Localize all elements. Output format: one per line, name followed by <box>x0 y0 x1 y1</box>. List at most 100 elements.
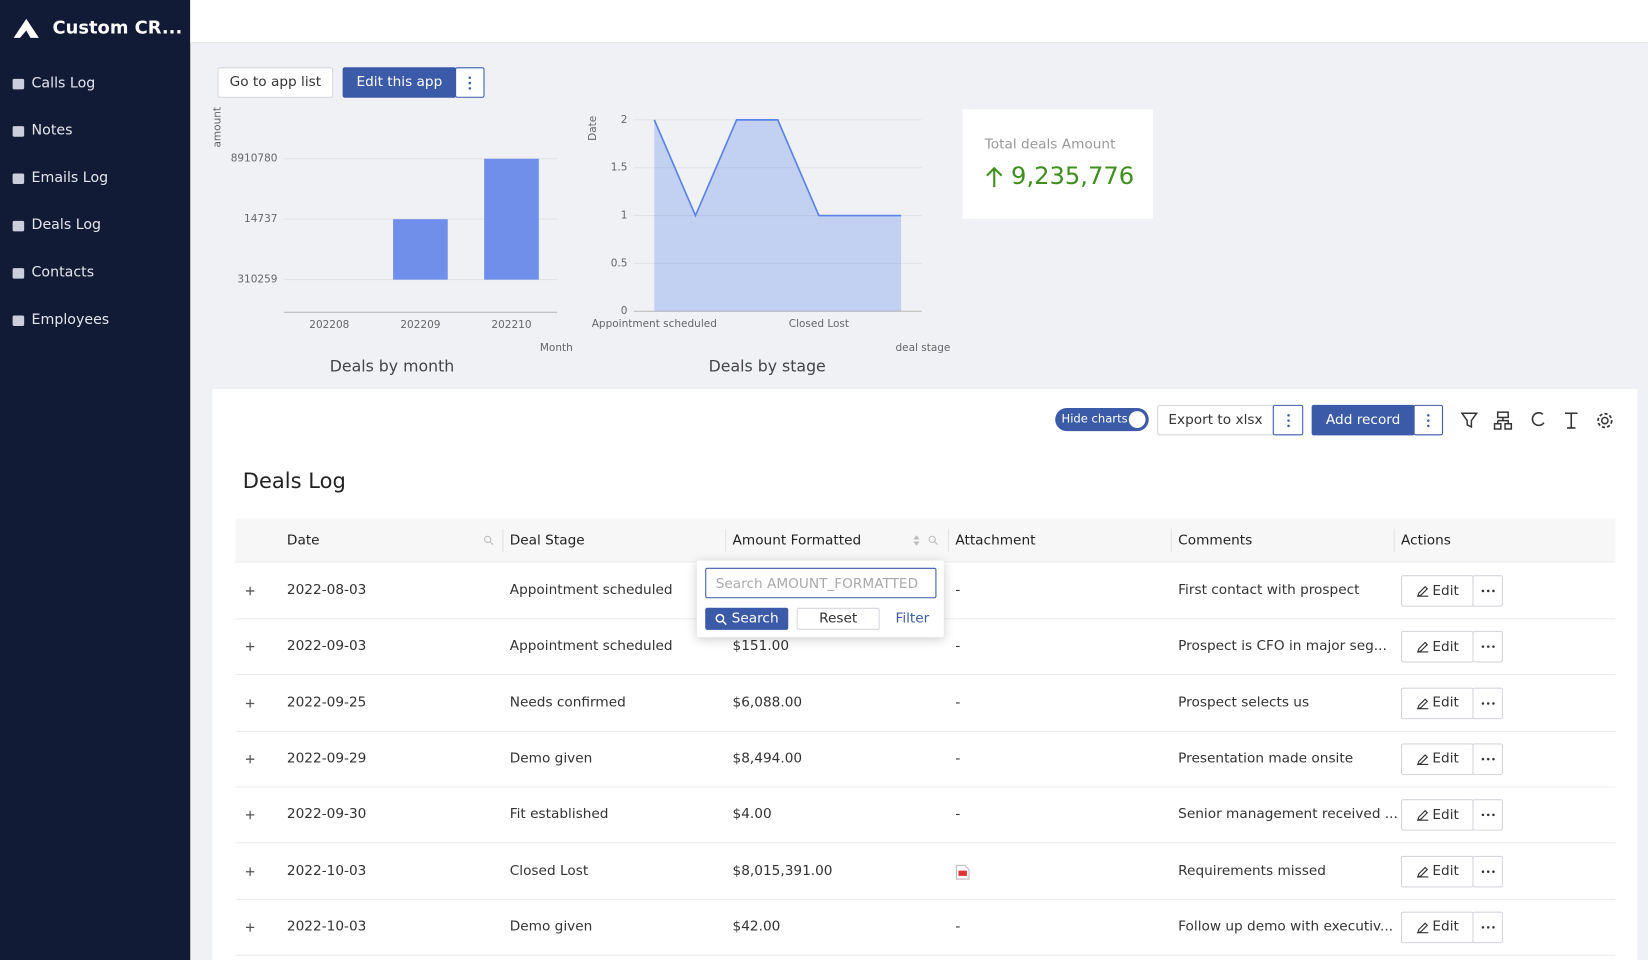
more-button[interactable] <box>455 67 485 98</box>
expand-plus[interactable] <box>245 698 256 709</box>
cell-amount: $8,015,391.00 <box>732 862 833 879</box>
nav-icon-shape <box>12 126 25 137</box>
column-search-icon[interactable] <box>483 535 494 546</box>
cell-stage: Demo given <box>509 918 593 935</box>
edit-button[interactable]: Edit <box>1400 687 1474 719</box>
edit-button[interactable]: Edit <box>1400 743 1474 775</box>
dots <box>1481 701 1495 705</box>
pencil-icon <box>1416 810 1429 822</box>
logo <box>13 18 39 38</box>
row-more[interactable] <box>1472 799 1503 831</box>
search-input[interactable]: Search AMOUNT_FORMATTED <box>705 567 937 599</box>
column-header: Attachment <box>955 533 1036 549</box>
sidebar: Custom CR... Calls Log Notes Emails Log Dea… <box>0 0 191 960</box>
cell-comment: Prospect is CFO in major seg... <box>1178 638 1387 655</box>
pencil-icon <box>1416 866 1429 878</box>
line <box>653 119 902 218</box>
row-more[interactable] <box>1472 631 1503 663</box>
edit-button[interactable]: Edit <box>1400 575 1474 607</box>
plus <box>245 810 255 820</box>
cell-date: 2022-09-30 <box>286 806 367 823</box>
row-border <box>235 842 1616 844</box>
y-tick-label: 310259 <box>237 274 277 286</box>
row-more[interactable] <box>1472 911 1503 943</box>
cell-comment: Presentation made onsite <box>1178 750 1354 767</box>
cell-stage: Needs confirmed <box>509 694 626 711</box>
sort-icon[interactable] <box>911 533 922 548</box>
cell-date: 2022-09-03 <box>286 638 367 655</box>
toolbar-icons[interactable] <box>1459 410 1617 431</box>
filter-link[interactable]: Filter <box>895 610 930 627</box>
edit-button[interactable]: Edit <box>1400 799 1474 831</box>
brand[interactable]: Custom CR... <box>52 17 183 39</box>
add-more[interactable] <box>1413 404 1444 436</box>
y-tick-label: 2 <box>621 114 628 126</box>
expand-plus[interactable] <box>245 922 256 933</box>
cell-comment: Requirements missed <box>1178 862 1326 879</box>
add-record[interactable]: Add record <box>1311 404 1415 436</box>
column-header: Date <box>286 533 320 549</box>
row-border <box>235 730 1616 732</box>
expand-plus[interactable] <box>245 754 256 765</box>
column-header: Comments <box>1178 533 1253 549</box>
dots <box>1481 925 1495 929</box>
edit-button[interactable]: Edit <box>1400 855 1474 887</box>
cell-stage: Appointment scheduled <box>509 582 673 599</box>
nav-item[interactable]: Contacts <box>31 263 95 281</box>
y-axis-label: amount <box>212 107 224 148</box>
column-separator <box>725 528 727 553</box>
reset-button[interactable]: Reset <box>796 607 880 630</box>
nav-item[interactable]: Emails Log <box>31 169 109 187</box>
kpi-card: Total deals Amount 9,235,776 <box>962 109 1153 219</box>
cell-comment: Prospect selects us <box>1178 694 1310 711</box>
nav-icon <box>12 315 25 326</box>
go-to-app-list[interactable]: Go to app list <box>217 67 334 98</box>
x-axis-label: Month <box>540 342 573 354</box>
dots <box>1481 589 1495 593</box>
charts: 310259 14737 8910780 202208 202209 202210 amou… <box>212 107 951 376</box>
cell-comment: Senior management received ... <box>1178 806 1398 823</box>
export-more[interactable] <box>1272 404 1304 436</box>
nav-item[interactable]: Calls Log <box>31 74 96 92</box>
cell-attachment: - <box>955 806 961 823</box>
y-axis-label: Date <box>587 116 599 141</box>
row-more[interactable] <box>1472 575 1503 607</box>
expand-plus[interactable] <box>245 810 256 821</box>
search-text: Search <box>731 610 779 627</box>
column-separator <box>948 528 950 553</box>
edit-app[interactable]: Edit this app <box>342 67 457 98</box>
cell-amount: $42.00 <box>732 918 781 935</box>
expand-plus[interactable] <box>245 586 256 597</box>
edit-button[interactable]: Edit <box>1400 911 1474 943</box>
export-button[interactable]: Export to xlsx <box>1157 404 1274 436</box>
edit-text: Edit <box>1432 863 1459 880</box>
row-more[interactable] <box>1472 855 1503 887</box>
nav-item[interactable]: Notes <box>31 121 73 139</box>
nav-icon <box>12 126 25 137</box>
pdf-icon[interactable] <box>955 864 970 880</box>
row-more[interactable] <box>1472 743 1503 775</box>
y-tick-label: 1.5 <box>611 162 628 174</box>
edit-text: Edit <box>1432 583 1459 599</box>
cell-comment: Follow up demo with executiv... <box>1178 918 1394 935</box>
plus <box>245 866 255 876</box>
toggle-label: Hide charts <box>1061 412 1128 426</box>
row-more[interactable] <box>1472 687 1503 719</box>
up-arrow <box>986 166 1003 188</box>
y-tick-label: 0 <box>621 305 628 317</box>
nav-item[interactable]: Deals Log <box>31 216 102 234</box>
search-button[interactable]: Search <box>705 607 789 630</box>
nav-icon <box>12 220 25 232</box>
x-axis-label: deal stage <box>895 342 950 354</box>
cell-date: 2022-10-03 <box>286 918 367 935</box>
cell-stage: Fit established <box>509 806 609 823</box>
cell-date: 2022-08-03 <box>286 582 367 599</box>
hide-charts-toggle[interactable]: Hide charts <box>1055 407 1149 432</box>
column-search-icon[interactable] <box>928 535 939 546</box>
y-tick-label: 14737 <box>244 213 277 225</box>
edit-button[interactable]: Edit <box>1400 631 1474 663</box>
nav-item[interactable]: Employees <box>31 311 110 329</box>
toggle-knob <box>1128 411 1146 428</box>
expand-plus[interactable] <box>245 866 256 877</box>
expand-plus[interactable] <box>245 642 256 653</box>
